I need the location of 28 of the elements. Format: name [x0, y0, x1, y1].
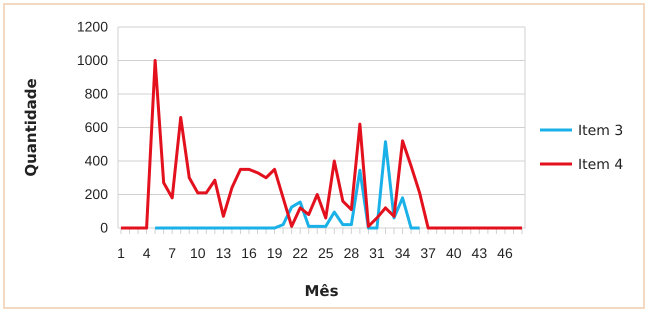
y-tick-label: 400 — [84, 152, 108, 168]
x-tick-label: 13 — [216, 244, 232, 261]
x-tick-label: 19 — [266, 244, 283, 261]
y-tick-label: 800 — [84, 85, 108, 102]
y-tick-label: 1200 — [76, 18, 108, 34]
x-tick-label: 46 — [497, 244, 513, 261]
x-tick-label: 40 — [446, 244, 462, 261]
x-tick-label: 31 — [369, 244, 385, 261]
x-tick-label: 16 — [241, 244, 257, 261]
x-tick-label: 22 — [292, 244, 308, 261]
line-series — [154, 140, 422, 230]
x-tick-label: 43 — [472, 244, 488, 261]
y-axis-title: Quantidade — [22, 78, 40, 177]
x-tick-label: 7 — [168, 244, 176, 261]
legend-label: Item 4 — [578, 157, 624, 173]
x-tick-label: 34 — [394, 244, 411, 261]
y-tick-label: 1000 — [76, 52, 108, 68]
y-tick-label: 0 — [100, 219, 108, 236]
y-tick-label: 200 — [84, 186, 108, 202]
x-tick-label: 28 — [344, 244, 360, 261]
y-tick-label: 600 — [84, 118, 108, 135]
x-tick-label: 1 — [117, 244, 126, 261]
legend-label: Item 3 — [578, 123, 624, 139]
x-tick-label: 37 — [420, 244, 436, 261]
x-tick-label: 25 — [318, 244, 334, 261]
x-tick-label: 10 — [190, 244, 206, 261]
x-tick-label: 4 — [142, 244, 151, 261]
x-axis-title: Mês — [304, 282, 339, 300]
